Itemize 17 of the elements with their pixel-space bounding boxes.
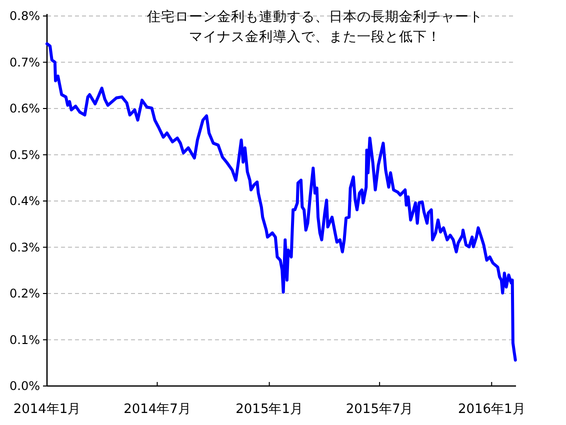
- x-tick-label: 2014年1月: [13, 402, 81, 417]
- y-tick-label: 0.7%: [10, 55, 40, 70]
- x-tick-label: 2015年7月: [346, 402, 414, 417]
- y-tick-label: 0.8%: [10, 9, 40, 23]
- x-tick-label: 2016年1月: [458, 402, 526, 417]
- y-tick-label: 0.2%: [10, 286, 40, 300]
- y-tick-label: 0.0%: [10, 379, 40, 393]
- line-series: [46, 42, 517, 362]
- y-tick-label: 0.4%: [10, 194, 40, 208]
- x-tick-label: 2014年7月: [124, 402, 191, 417]
- y-tick-label: 0.1%: [10, 332, 40, 347]
- x-tick-label: 2015年1月: [236, 402, 303, 417]
- y-tick-label: 0.3%: [10, 240, 40, 254]
- y-tick-label: 0.5%: [10, 148, 40, 162]
- subtitle: マイナス金利導入で、また一段と低下！: [189, 29, 441, 45]
- title: 住宅ローン金利も連動する、日本の長期金利チャート: [147, 9, 483, 25]
- y-tick-label: 0.6%: [10, 102, 40, 116]
